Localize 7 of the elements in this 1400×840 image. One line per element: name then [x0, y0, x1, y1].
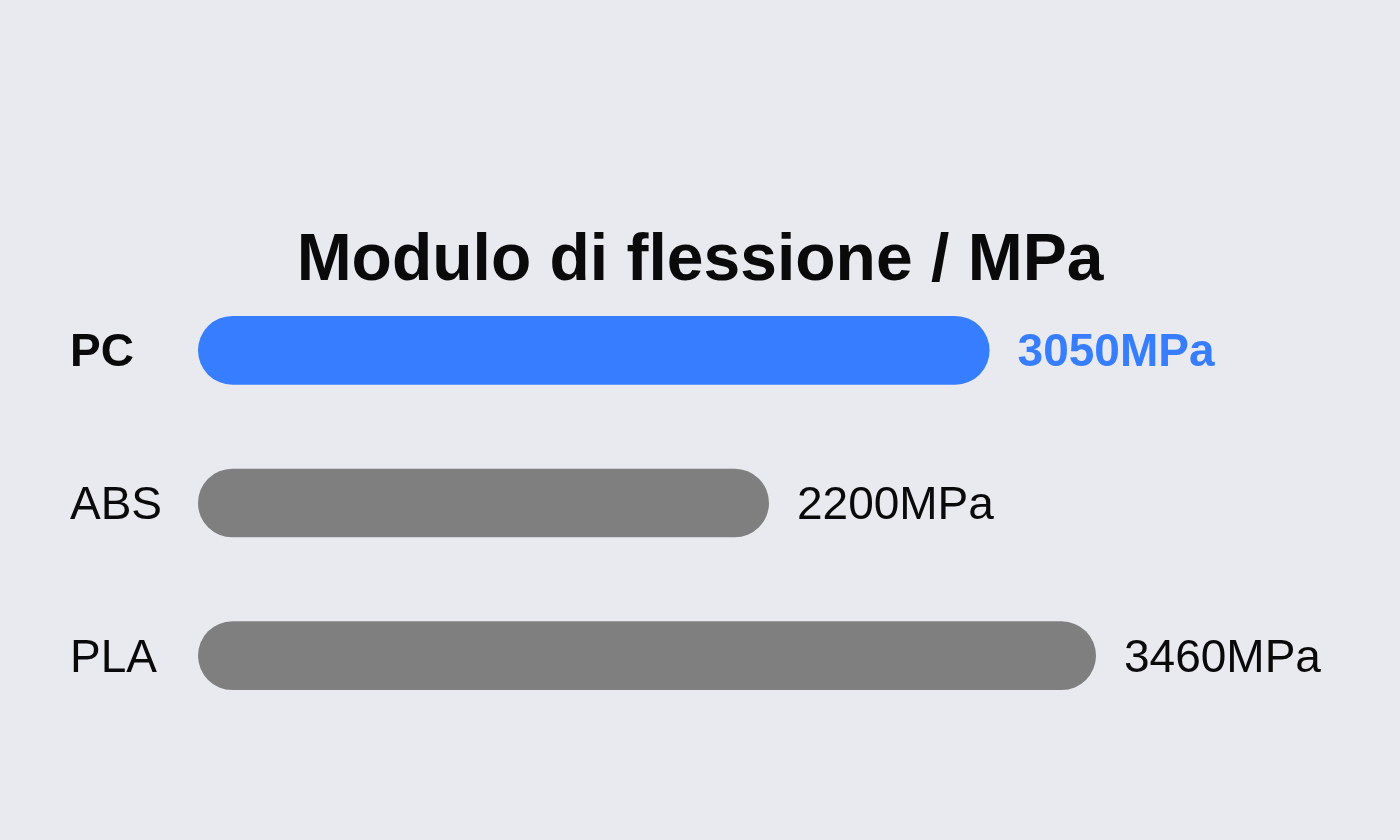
y-tick-label: PC [70, 324, 134, 377]
data-label: 3050MPa [1017, 324, 1215, 377]
data-label: 2200MPa [796, 477, 995, 529]
y-tick-label: PLA [70, 629, 158, 682]
y-tick-label: ABS [70, 477, 163, 529]
data-label: 3460MPa [1124, 629, 1322, 682]
chart-title: Modulo di flessione / MPa [296, 220, 1105, 294]
